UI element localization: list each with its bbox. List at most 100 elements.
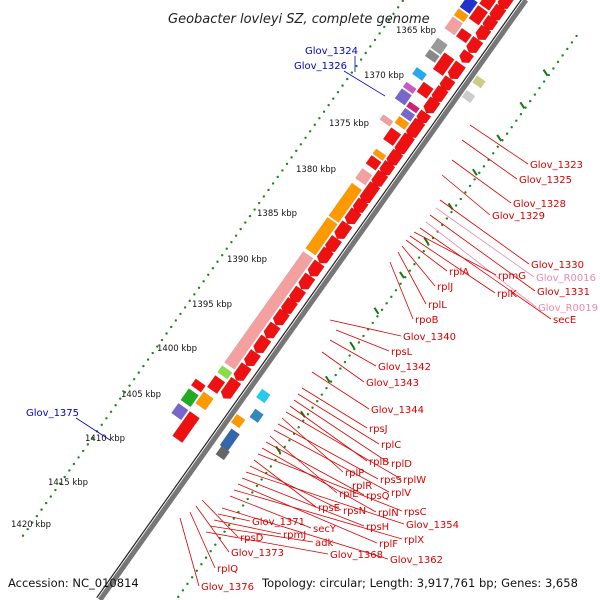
axis-dot bbox=[204, 556, 208, 559]
gene-label-right: secY bbox=[313, 524, 337, 535]
axis-dot bbox=[190, 576, 194, 579]
axis-dot bbox=[146, 358, 150, 361]
axis-dot bbox=[313, 123, 316, 126]
axis-dot bbox=[174, 319, 178, 322]
axis-dot bbox=[401, 0, 404, 3]
gene-block bbox=[328, 182, 363, 223]
axis-dot bbox=[281, 169, 284, 172]
gene-label-right: rpsD bbox=[240, 533, 264, 544]
leader-line bbox=[397, 251, 427, 305]
genome-title: Geobacter lovleyi SZ, complete genome bbox=[168, 12, 430, 27]
axis-dot bbox=[413, 263, 416, 266]
gene-label-right: rplF bbox=[379, 539, 398, 550]
axis-dot bbox=[234, 234, 238, 237]
gene-label-right: Glov_R0016 bbox=[536, 273, 596, 284]
axis-dot bbox=[478, 171, 481, 175]
leader-line bbox=[241, 477, 365, 527]
gene-label-right: Glov_1325 bbox=[519, 175, 572, 186]
leader-line bbox=[425, 221, 537, 308]
gene-block bbox=[468, 4, 489, 26]
axis-dot bbox=[220, 254, 224, 257]
axis-dot bbox=[288, 439, 291, 442]
axis-dot bbox=[82, 449, 85, 453]
tick-label: 1400 kbp bbox=[157, 344, 197, 354]
gene-label-right: rplD bbox=[391, 459, 412, 470]
tick-mark bbox=[373, 307, 380, 315]
axis-dot bbox=[376, 315, 379, 318]
axis-dot bbox=[385, 302, 388, 305]
gene-block bbox=[355, 167, 373, 186]
tick-mark bbox=[496, 134, 503, 142]
leader-line bbox=[405, 239, 448, 272]
tick-mark bbox=[542, 69, 549, 77]
axis-dot bbox=[276, 175, 279, 179]
gene-block bbox=[171, 402, 189, 421]
axis-dot bbox=[119, 397, 122, 400]
axis-dot bbox=[482, 165, 486, 168]
gene-label-right: Glov_1373 bbox=[231, 548, 284, 559]
axis-dot bbox=[524, 106, 527, 109]
gene-block bbox=[411, 66, 428, 82]
axis-dot bbox=[383, 25, 386, 29]
gene-label-right: rpsN bbox=[343, 506, 366, 517]
leader-line bbox=[75, 417, 111, 441]
gene-label-right: rplR bbox=[352, 481, 372, 492]
gene-block bbox=[394, 115, 410, 130]
forward-gene bbox=[220, 376, 242, 399]
axis-dot bbox=[396, 6, 400, 9]
tick-label: 1420 kbp bbox=[11, 520, 51, 530]
axis-dot bbox=[31, 521, 34, 524]
axis-dot bbox=[399, 282, 402, 285]
axis-dot bbox=[369, 45, 372, 48]
leader-line bbox=[195, 505, 230, 553]
axis-dot bbox=[137, 371, 140, 374]
leader-line bbox=[413, 231, 497, 276]
reverse-gene bbox=[472, 75, 486, 89]
tick-mark bbox=[519, 101, 526, 109]
axis-dot bbox=[575, 34, 578, 38]
accession-label: Accession: NC_010814 bbox=[8, 576, 139, 590]
axis-dot bbox=[142, 364, 145, 368]
gene-block bbox=[190, 378, 206, 393]
leader-line bbox=[441, 174, 491, 216]
tick-mark bbox=[324, 375, 331, 383]
forward-gene bbox=[288, 285, 307, 303]
axis-dot bbox=[427, 243, 430, 246]
gene-label-right: rpsL bbox=[391, 347, 413, 358]
forward-gene bbox=[272, 308, 291, 326]
axis-dot bbox=[378, 32, 381, 35]
axis-dot bbox=[260, 478, 263, 481]
axis-dot bbox=[533, 93, 537, 96]
gene-block bbox=[379, 114, 394, 127]
tick-label: 1405 kbp bbox=[121, 390, 161, 400]
axis-dot bbox=[21, 534, 25, 537]
axis-dot bbox=[214, 543, 217, 546]
axis-dot bbox=[271, 182, 275, 185]
tick-label: 1385 kbp bbox=[257, 209, 297, 219]
gene-block bbox=[453, 8, 469, 23]
gene-block bbox=[172, 410, 200, 444]
forward-gene bbox=[253, 334, 272, 354]
backbone-edge bbox=[96, 0, 522, 599]
axis-dot bbox=[341, 84, 344, 87]
tick-label: 1375 kbp bbox=[329, 119, 369, 129]
gene-label-right: Glov_1328 bbox=[513, 199, 566, 210]
leader-line bbox=[201, 499, 239, 538]
backbone-line bbox=[97, 0, 529, 600]
axis-dot bbox=[63, 475, 66, 479]
tick-label: 1365 kbp bbox=[396, 26, 436, 36]
axis-dot bbox=[128, 384, 131, 387]
gene-block bbox=[430, 37, 448, 55]
forward-gene bbox=[263, 321, 281, 339]
gene-label-right: rplW bbox=[403, 475, 426, 486]
axis-dot bbox=[322, 110, 326, 113]
tick-mark bbox=[399, 271, 405, 279]
axis-dot bbox=[179, 312, 182, 316]
kbp-ticks: 1365 kbp 1370 kbp 1375 kbp 1380 kbp 1385 kbp… bbox=[11, 26, 549, 530]
axis-dot bbox=[519, 112, 523, 116]
axis-dot bbox=[170, 325, 173, 329]
axis-dot bbox=[445, 217, 449, 220]
axis-dot bbox=[496, 145, 500, 148]
gene-label-right: Glov_1330 bbox=[531, 260, 584, 271]
axis-dot bbox=[320, 393, 324, 396]
